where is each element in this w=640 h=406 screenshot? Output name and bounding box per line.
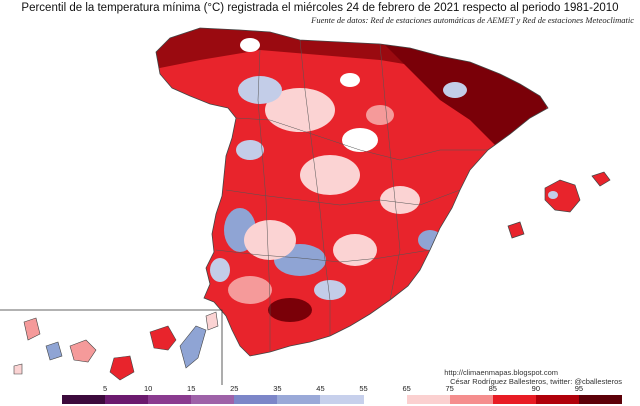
- legend-tick-label: 5: [102, 384, 108, 393]
- credit-author: César Rodríguez Ballesteros, twitter: @c…: [450, 377, 622, 386]
- province-boundaries: [215, 39, 488, 352]
- percentile-legend: 5 10 15 25 35 45 55 65 75 85 90 95: [62, 384, 623, 406]
- legend-swatch: [492, 395, 536, 404]
- legend-tick-label: 25: [230, 384, 239, 393]
- legend-swatch: [578, 395, 623, 404]
- map-title: Percentil de la temperatura mínima (°C) …: [21, 2, 619, 14]
- legend-swatch: [62, 395, 106, 404]
- legend-color-bar: [62, 395, 623, 404]
- legend-swatch: [406, 395, 450, 404]
- legend-tick-label: 95: [574, 384, 584, 393]
- legend-tick-label: 35: [273, 384, 282, 393]
- legend-swatch: [535, 395, 579, 404]
- legend-tick-label: 10: [143, 384, 153, 393]
- legend-swatch: [449, 395, 493, 404]
- data-source-note: Fuente de datos: Red de estaciones autom…: [311, 15, 634, 25]
- balearic-islands: [507, 171, 611, 239]
- legend-swatch: [363, 395, 407, 404]
- legend-tick-label: 55: [359, 384, 368, 393]
- legend-tick-label: 15: [187, 384, 196, 393]
- legend-tick-label: 90: [531, 384, 541, 393]
- legend-swatch: [105, 395, 149, 404]
- legend-swatch: [277, 395, 321, 404]
- credit-url: http://climaenmapas.blogspot.com: [444, 368, 558, 377]
- legend-swatch: [191, 395, 235, 404]
- canary-islands-inset: [0, 309, 223, 385]
- legend-tick-label: 85: [488, 384, 497, 393]
- legend-swatch: [320, 395, 364, 404]
- legend-tick-label: 45: [316, 384, 325, 393]
- legend-swatch: [234, 395, 278, 404]
- legend-swatch: [148, 395, 192, 404]
- legend-tick-label: 65: [402, 384, 411, 393]
- legend-tick-label: 75: [445, 384, 454, 393]
